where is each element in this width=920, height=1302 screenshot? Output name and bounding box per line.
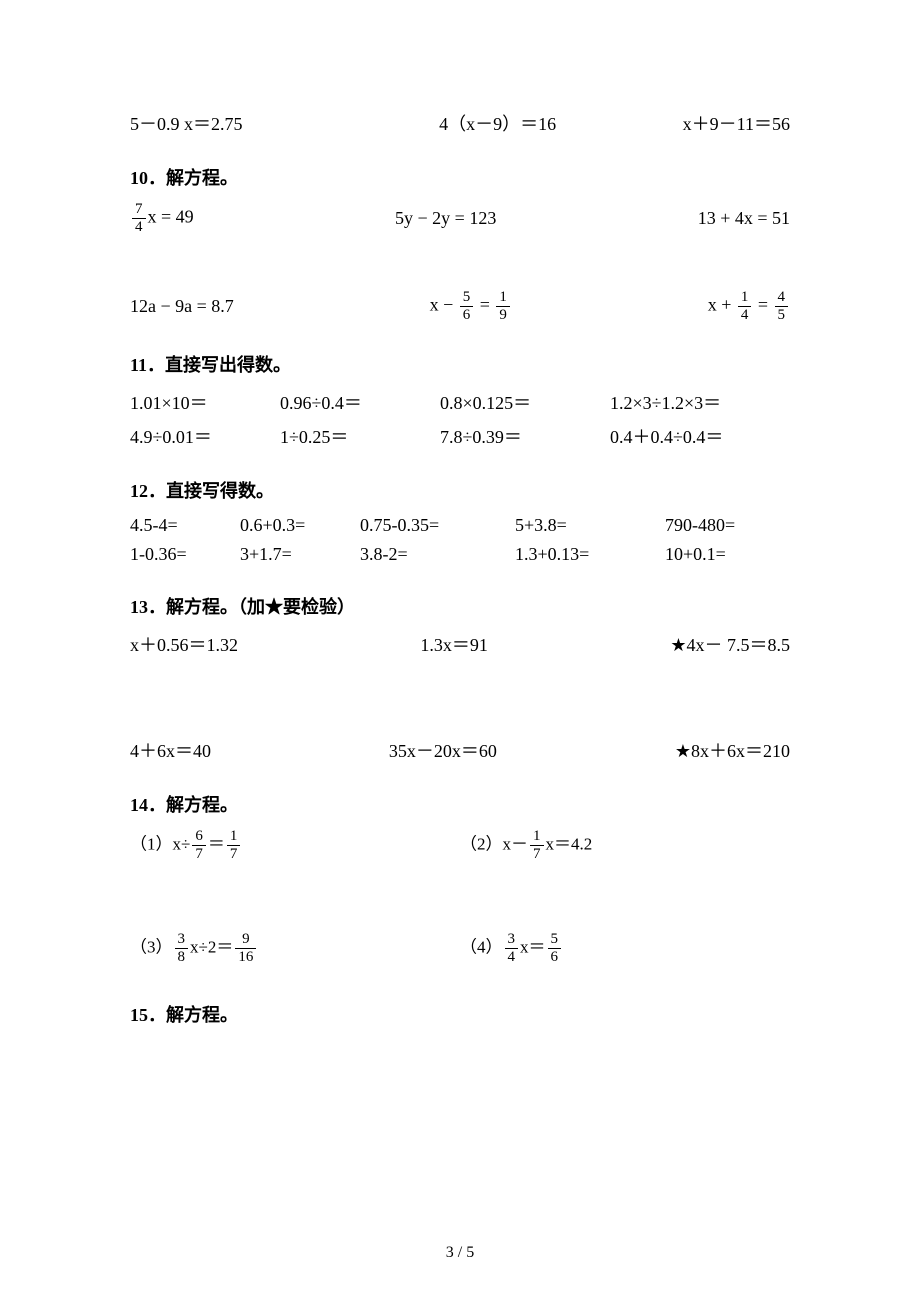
frac-icon: 17: [530, 829, 544, 862]
q11-r1-b: 0.96÷0.4＝: [280, 389, 440, 415]
q13-r2-b: 35x－20x＝60: [389, 737, 497, 763]
frac-icon: 56: [460, 290, 474, 323]
q10-row2: 12a − 9a = 8.7 x − 56 = 19 x + 14 = 45: [130, 290, 790, 323]
q13-r1-c: ★4x－ 7.5＝8.5: [670, 631, 790, 657]
q12-row2: 1-0.36= 3+1.7= 3.8-2= 1.3+0.13= 10+0.1=: [130, 544, 790, 565]
page: 5－0.9 x＝2.75 4（x－9）＝16 x＋9－11＝56 10．解方程。…: [0, 0, 920, 1302]
q13-row1: x＋0.56＝1.32 1.3x＝91 ★4x－ 7.5＝8.5: [130, 631, 790, 657]
q13-row2: 4＋6x＝40 35x－20x＝60 ★8x＋6x＝210: [130, 737, 790, 763]
q11-row1: 1.01×10＝ 0.96÷0.4＝ 0.8×0.125＝ 1.2×3÷1.2×…: [130, 389, 790, 415]
q12-r1-e: 790-480=: [665, 515, 735, 536]
q11-r2-d: 0.4＋0.4÷0.4＝: [610, 423, 790, 449]
q11-r2-a: 4.9÷0.01＝: [130, 423, 280, 449]
q12-r1-b: 0.6+0.3=: [240, 515, 360, 536]
q13-r2-a: 4＋6x＝40: [130, 737, 211, 763]
q12-r1-a: 4.5-4=: [130, 515, 240, 536]
eq-top-b: 4（x－9）＝16: [439, 110, 556, 136]
eq-top-c: x＋9－11＝56: [683, 110, 790, 136]
q11-r1-d: 1.2×3÷1.2×3＝: [610, 389, 790, 415]
q10-r2-c: x + 14 = 45: [708, 290, 790, 323]
q10-r1-a: 7 4 x = 49: [130, 202, 194, 235]
q12-row1: 4.5-4= 0.6+0.3= 0.75-0.35= 5+3.8= 790-48…: [130, 515, 790, 536]
page-footer: 3 / 5: [0, 1244, 920, 1262]
eq-top-a: 5－0.9 x＝2.75: [130, 110, 243, 136]
q12-heading: 12．直接写得数。: [130, 477, 790, 503]
frac-icon: 14: [738, 290, 752, 323]
q14-r1-b: （2）x－17x＝4.2: [460, 829, 592, 862]
q13-heading: 13．解方程。（加★要检验）: [130, 593, 790, 619]
q11-r1-c: 0.8×0.125＝: [440, 389, 610, 415]
q12-r2-e: 10+0.1=: [665, 544, 726, 565]
q10-row1: 7 4 x = 49 5y − 2y = 123 13 + 4x = 51: [130, 202, 790, 235]
q14-row2: （3）38x÷2＝916 （4）34x＝56: [130, 932, 790, 965]
frac-icon: 17: [227, 829, 241, 862]
q11-r2-c: 7.8÷0.39＝: [440, 423, 610, 449]
q12-r2-d: 1.3+0.13=: [515, 544, 665, 565]
q11-r2-b: 1÷0.25＝: [280, 423, 440, 449]
frac-icon: 45: [775, 290, 789, 323]
frac-icon: 38: [175, 932, 189, 965]
q12-r1-d: 5+3.8=: [515, 515, 665, 536]
frac-icon: 56: [548, 932, 562, 965]
q14-row1: （1）x÷67＝17 （2）x－17x＝4.2: [130, 829, 790, 862]
q10-r1-b: 5y − 2y = 123: [395, 208, 496, 229]
q10-r1-c: 13 + 4x = 51: [698, 208, 790, 229]
frac-icon: 34: [505, 932, 519, 965]
q15-heading: 15．解方程。: [130, 1001, 790, 1027]
q12-r1-c: 0.75-0.35=: [360, 515, 515, 536]
q10-heading: 10．解方程。: [130, 164, 790, 190]
q11-row2: 4.9÷0.01＝ 1÷0.25＝ 7.8÷0.39＝ 0.4＋0.4÷0.4＝: [130, 423, 790, 449]
frac-icon: 7 4: [132, 202, 146, 235]
frac-icon: 19: [496, 290, 510, 323]
q13-r1-a: x＋0.56＝1.32: [130, 631, 238, 657]
frac-icon: 916: [235, 932, 256, 965]
q12-r2-c: 3.8-2=: [360, 544, 515, 565]
frac-icon: 67: [192, 829, 206, 862]
q12-r2-a: 1-0.36=: [130, 544, 240, 565]
q10-r2-a: 12a − 9a = 8.7: [130, 296, 234, 317]
q12-r2-b: 3+1.7=: [240, 544, 360, 565]
pre-q10-row: 5－0.9 x＝2.75 4（x－9）＝16 x＋9－11＝56: [130, 110, 790, 136]
q14-heading: 14．解方程。: [130, 791, 790, 817]
q10-r2-b: x − 56 = 19: [430, 290, 512, 323]
q13-r2-c: ★8x＋6x＝210: [675, 737, 790, 763]
q14-r2-b: （4）34x＝56: [460, 932, 563, 965]
q11-r1-a: 1.01×10＝: [130, 389, 280, 415]
q14-r2-a: （3）38x÷2＝916: [130, 932, 460, 965]
q13-r1-b: 1.3x＝91: [420, 631, 488, 657]
q11-heading: 11．直接写出得数。: [130, 351, 790, 377]
q14-r1-a: （1）x÷67＝17: [130, 829, 460, 862]
